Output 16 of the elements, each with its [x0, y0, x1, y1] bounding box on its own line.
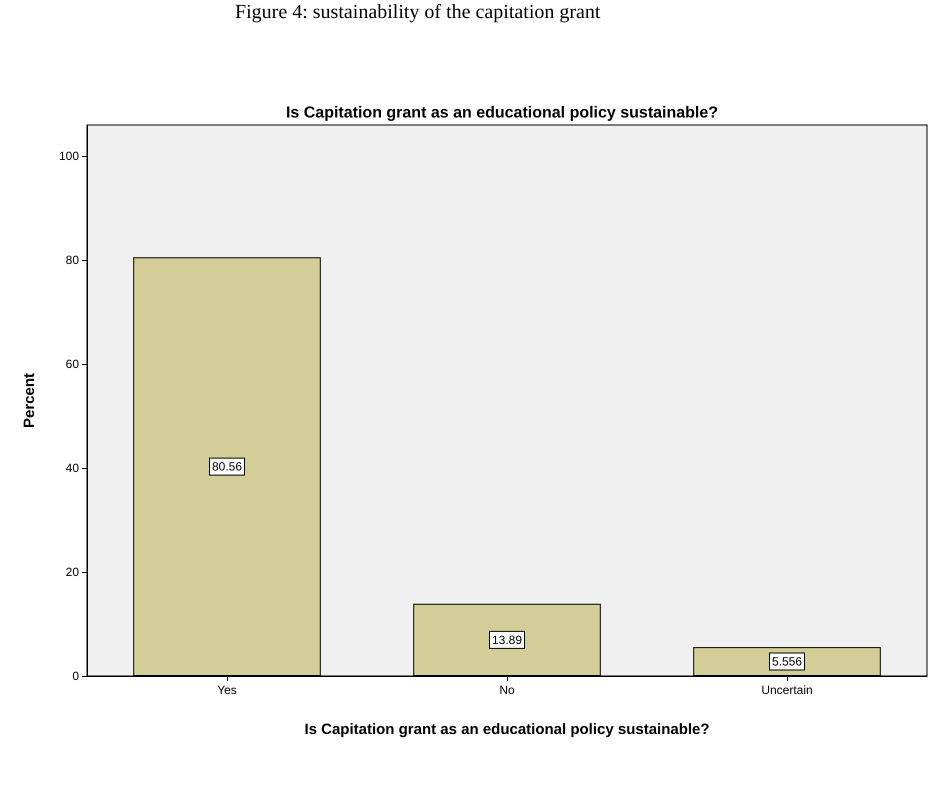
y-tick-label: 20	[66, 565, 80, 580]
data-label: 80.56	[212, 460, 242, 474]
y-tick-label: 60	[66, 357, 80, 372]
caption: Figure 4: sustainability of the capitation grant	[235, 1, 601, 23]
x-tick-label: Yes	[217, 683, 237, 697]
y-tick-label: 100	[58, 149, 80, 164]
chart-title: Is Capitation grant as an educational policy sustainable?	[286, 104, 718, 122]
data-label: 5.556	[772, 654, 802, 669]
y-tick-label: 40	[66, 461, 80, 476]
x-axis-title: Is Capitation grant as an educational policy sustainable?	[304, 721, 710, 738]
x-tick-label: Uncertain	[761, 683, 813, 697]
y-tick-label: 80	[66, 253, 80, 268]
y-tick-label: 0	[72, 669, 80, 683]
x-tick-label: No	[499, 683, 515, 697]
y-axis-title: Percent	[21, 372, 38, 428]
data-label: 13.89	[492, 632, 522, 647]
